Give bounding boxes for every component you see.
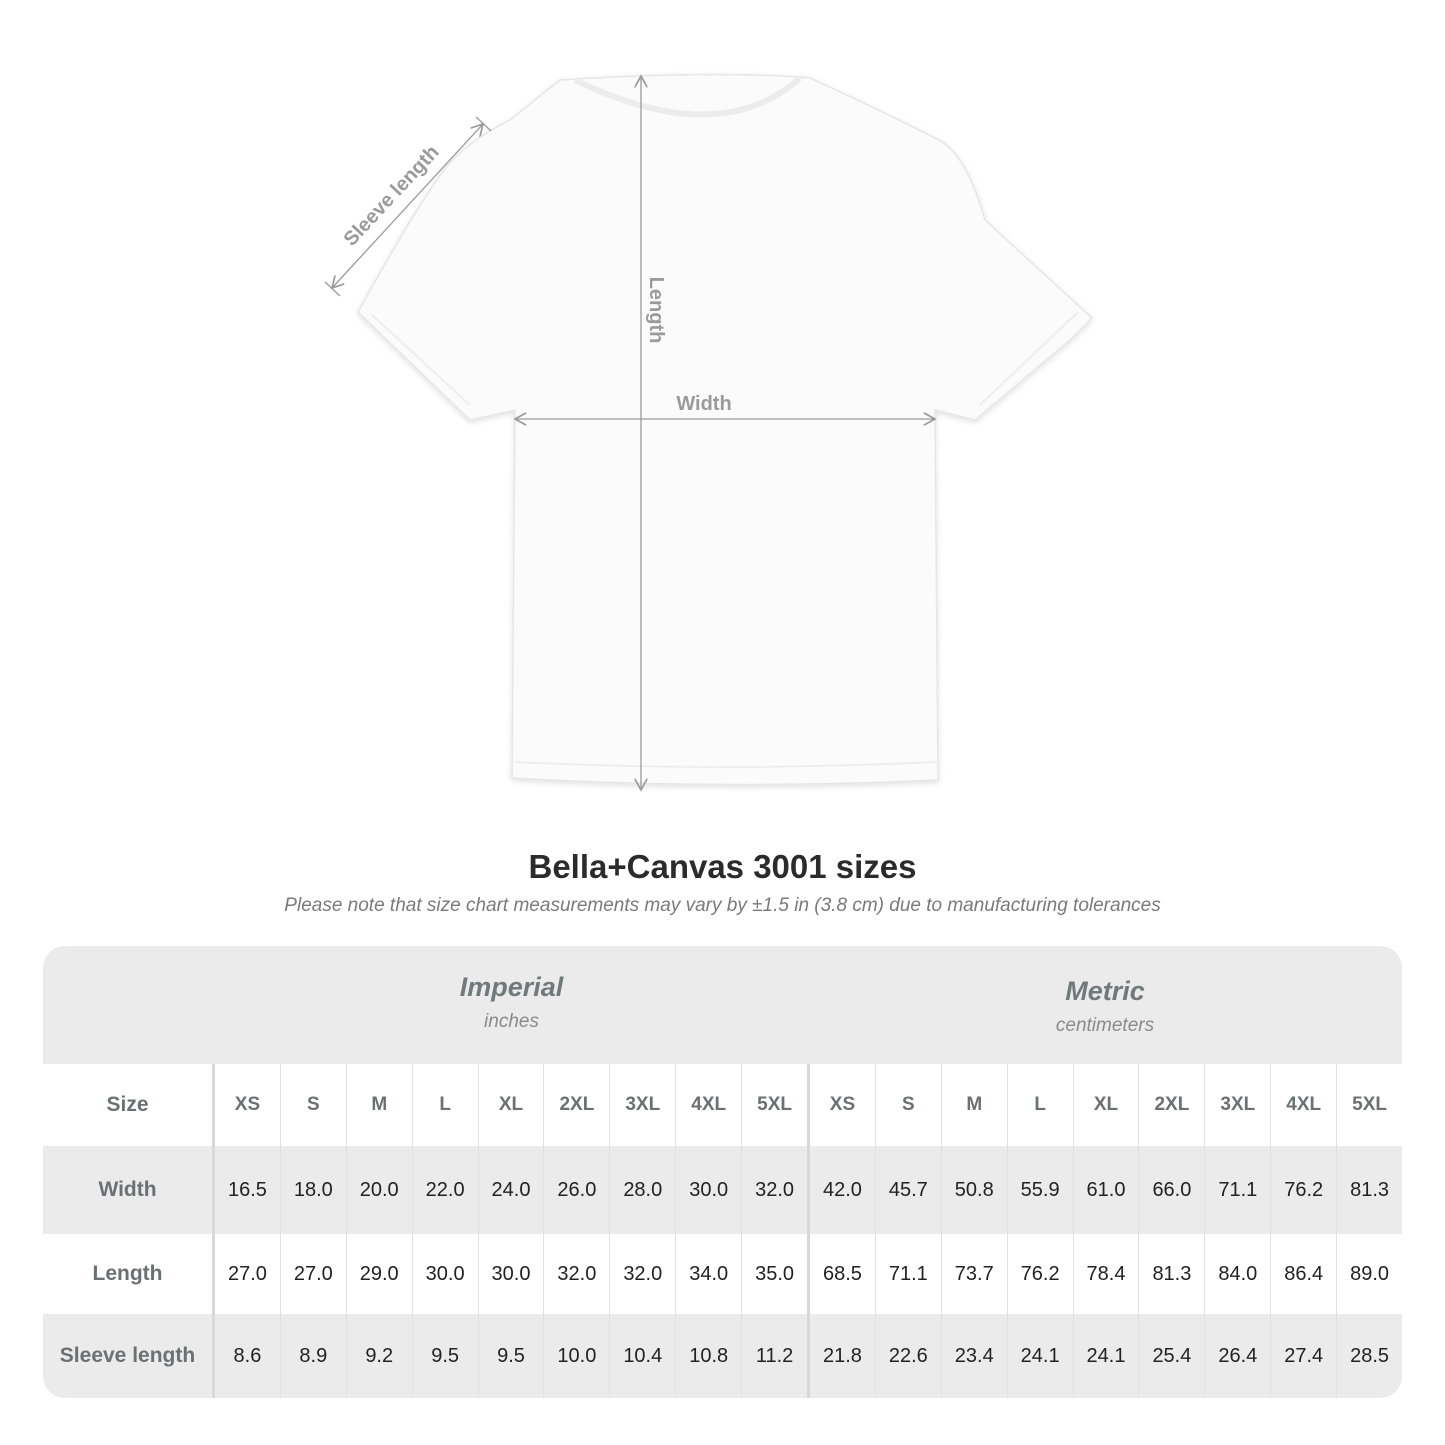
table-cell: 24.1 xyxy=(1008,1314,1074,1398)
size-header: M xyxy=(347,1064,413,1146)
metric-heading: Metric xyxy=(1065,976,1145,1006)
size-header: S xyxy=(876,1064,942,1146)
size-header-row: Size XS S M L XL 2XL 3XL 4XL 5XL XS S M L XL 2XL 3XL 4XL… xyxy=(43,1064,1402,1146)
table-cell: 76.2 xyxy=(1008,1234,1074,1314)
size-header: 4XL xyxy=(1271,1064,1338,1146)
table-cell: 16.5 xyxy=(215,1146,281,1234)
row-label: Sleeve length xyxy=(43,1314,215,1398)
table-cell: 8.9 xyxy=(281,1314,347,1398)
table-cell: 76.2 xyxy=(1271,1146,1338,1234)
size-header: XL xyxy=(479,1064,545,1146)
table-cell: 78.4 xyxy=(1074,1234,1140,1314)
size-header: 3XL xyxy=(610,1064,677,1146)
table-cell: 21.8 xyxy=(810,1314,876,1398)
table-cell: 10.0 xyxy=(544,1314,611,1398)
table-cell: 27.4 xyxy=(1271,1314,1338,1398)
table-cell: 22.0 xyxy=(413,1146,479,1234)
table-cell: 32.0 xyxy=(544,1234,611,1314)
table-row: Sleeve length 8.6 8.9 9.2 9.5 9.5 10.0 10.4 10.8… xyxy=(43,1314,1402,1398)
table-cell: 32.0 xyxy=(610,1234,677,1314)
table-cell: 26.4 xyxy=(1205,1314,1272,1398)
table-cell: 89.0 xyxy=(1350,1262,1390,1285)
table-cell: 27.0 xyxy=(281,1234,347,1314)
table-cell: 22.6 xyxy=(876,1314,942,1398)
table-cell: 20.0 xyxy=(347,1146,413,1234)
length-label: Length xyxy=(645,277,667,344)
size-header: XL xyxy=(1074,1064,1140,1146)
page-title: Bella+Canvas 3001 sizes xyxy=(528,848,917,885)
size-table: Imperial inches Metric centimeters Size … xyxy=(43,946,1402,1398)
tshirt-shape xyxy=(357,73,1094,786)
table-cell: 28.5 xyxy=(1350,1344,1390,1367)
table-cell: 73.7 xyxy=(942,1234,1008,1314)
size-header: L xyxy=(1008,1064,1074,1146)
width-label: Width xyxy=(676,393,731,415)
size-header: S xyxy=(281,1064,347,1146)
sleeve-arrow xyxy=(332,124,483,288)
row-label: Width xyxy=(43,1146,215,1234)
table-cell: 30.0 xyxy=(676,1146,743,1234)
table-cell: 8.6 xyxy=(215,1314,281,1398)
size-header: 2XL xyxy=(544,1064,611,1146)
table-cell: 35.0 xyxy=(742,1234,811,1314)
table-cell: 71.1 xyxy=(876,1234,942,1314)
size-header: XS xyxy=(810,1064,876,1146)
imperial-heading: Imperial xyxy=(459,972,564,1002)
table-cell: 34.0 xyxy=(676,1234,743,1314)
size-header: 5XL xyxy=(742,1064,811,1146)
imperial-header: Imperial inches xyxy=(215,946,808,1064)
table-cell: 32.0 xyxy=(742,1146,811,1234)
units-header: Imperial inches Metric centimeters xyxy=(43,946,1402,1064)
size-label: Size xyxy=(43,1064,215,1146)
table-cell: 24.1 xyxy=(1074,1314,1140,1398)
size-header: 3XL xyxy=(1205,1064,1272,1146)
row-label: Length xyxy=(43,1234,215,1314)
table-cell: 30.0 xyxy=(479,1234,545,1314)
table-cell: 10.4 xyxy=(610,1314,677,1398)
metric-unit: centimeters xyxy=(1055,1015,1155,1036)
tshirt-diagram: Sleeve length Length Width xyxy=(324,73,1094,820)
table-cell: 11.2 xyxy=(742,1314,811,1398)
table-cell: 18.0 xyxy=(281,1146,347,1234)
size-header: 2XL xyxy=(1139,1064,1206,1146)
size-header: 5XL xyxy=(1352,1094,1388,1115)
table-cell: 30.0 xyxy=(413,1234,479,1314)
table-cell: 42.0 xyxy=(810,1146,876,1234)
table-cell: 29.0 xyxy=(347,1234,413,1314)
table-cell: 81.3 xyxy=(1139,1234,1206,1314)
table-cell: 23.4 xyxy=(942,1314,1008,1398)
table-cell: 28.0 xyxy=(610,1146,677,1234)
table-cell: 26.0 xyxy=(544,1146,611,1234)
table-cell: 9.5 xyxy=(479,1314,545,1398)
size-header: XS xyxy=(215,1064,281,1146)
table-row: Length 27.0 27.0 29.0 30.0 30.0 32.0 32.0 34.0 35… xyxy=(43,1234,1402,1314)
table-cell: 9.5 xyxy=(413,1314,479,1398)
tolerance-note: Please note that size chart measurements… xyxy=(284,895,1161,916)
table-row: Width 16.5 18.0 20.0 22.0 24.0 26.0 28.0 30.0 32.… xyxy=(43,1146,1402,1234)
table-cell: 61.0 xyxy=(1074,1146,1140,1234)
table-cell: 55.9 xyxy=(1008,1146,1074,1234)
table-cell: 9.2 xyxy=(347,1314,413,1398)
table-cell: 68.5 xyxy=(810,1234,876,1314)
table-cell: 71.1 xyxy=(1205,1146,1272,1234)
table-cell: 86.4 xyxy=(1271,1234,1338,1314)
size-header: M xyxy=(942,1064,1008,1146)
table-cell: 24.0 xyxy=(479,1146,545,1234)
table-cell: 66.0 xyxy=(1139,1146,1206,1234)
table-cell: 50.8 xyxy=(942,1146,1008,1234)
size-header: 4XL xyxy=(676,1064,743,1146)
size-header: L xyxy=(413,1064,479,1146)
table-cell: 45.7 xyxy=(876,1146,942,1234)
table-cell: 84.0 xyxy=(1205,1234,1272,1314)
table-cell: 25.4 xyxy=(1139,1314,1206,1398)
metric-header: Metric centimeters xyxy=(808,946,1402,1064)
imperial-unit: inches xyxy=(484,1011,539,1032)
table-cell: 10.8 xyxy=(676,1314,743,1398)
table-cell: 81.3 xyxy=(1350,1178,1390,1201)
table-cell: 27.0 xyxy=(215,1234,281,1314)
